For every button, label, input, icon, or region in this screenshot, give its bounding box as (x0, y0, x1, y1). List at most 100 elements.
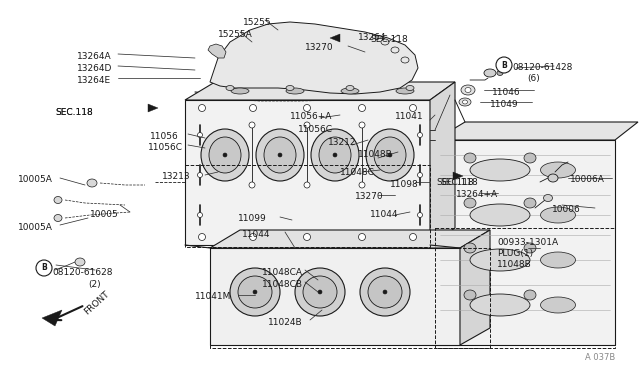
Polygon shape (430, 82, 455, 245)
Ellipse shape (417, 173, 422, 177)
Text: A 037B: A 037B (585, 353, 615, 362)
Text: 10005: 10005 (90, 210, 119, 219)
Text: B: B (501, 61, 507, 70)
Polygon shape (210, 230, 490, 248)
Polygon shape (435, 122, 638, 140)
Ellipse shape (524, 243, 536, 253)
Polygon shape (435, 140, 615, 345)
Ellipse shape (524, 198, 536, 208)
Ellipse shape (250, 234, 257, 241)
Ellipse shape (341, 88, 359, 94)
Ellipse shape (303, 105, 310, 112)
Ellipse shape (75, 258, 85, 266)
Text: 13270: 13270 (305, 43, 333, 52)
Ellipse shape (198, 212, 202, 218)
Ellipse shape (417, 212, 422, 218)
Text: 13212: 13212 (328, 138, 356, 147)
Ellipse shape (360, 268, 410, 316)
Ellipse shape (463, 100, 467, 104)
Text: SEC.118: SEC.118 (436, 178, 474, 187)
Ellipse shape (461, 85, 475, 95)
Text: 11056: 11056 (150, 132, 179, 141)
Ellipse shape (464, 198, 476, 208)
Text: 13264A: 13264A (77, 52, 111, 61)
Text: 11048CA: 11048CA (262, 268, 303, 277)
Ellipse shape (524, 153, 536, 163)
Ellipse shape (388, 153, 392, 157)
Ellipse shape (303, 234, 310, 241)
Ellipse shape (396, 88, 414, 94)
Ellipse shape (230, 268, 280, 316)
Text: 11099: 11099 (238, 214, 267, 223)
Ellipse shape (238, 276, 272, 308)
Ellipse shape (278, 153, 282, 157)
Ellipse shape (87, 179, 97, 187)
Ellipse shape (465, 87, 471, 93)
Text: 11048C: 11048C (340, 168, 375, 177)
Ellipse shape (417, 132, 422, 138)
Polygon shape (330, 34, 340, 42)
Ellipse shape (484, 69, 496, 77)
Ellipse shape (198, 234, 205, 241)
Text: FRONT: FRONT (82, 289, 111, 317)
Text: 10006A: 10006A (570, 175, 605, 184)
Ellipse shape (366, 129, 414, 181)
Ellipse shape (541, 297, 575, 313)
Text: 11048CB: 11048CB (262, 280, 303, 289)
Ellipse shape (470, 159, 530, 181)
Ellipse shape (54, 215, 62, 221)
Ellipse shape (410, 234, 417, 241)
Bar (435, 228, 615, 348)
Ellipse shape (201, 129, 249, 181)
Text: 13213: 13213 (162, 172, 191, 181)
Ellipse shape (464, 153, 476, 163)
Ellipse shape (198, 105, 205, 112)
Ellipse shape (250, 105, 257, 112)
Ellipse shape (359, 122, 365, 128)
Ellipse shape (548, 174, 558, 182)
Text: 10006: 10006 (552, 205, 580, 214)
Text: 11056C: 11056C (148, 143, 183, 152)
Ellipse shape (231, 88, 249, 94)
Text: SEC.118: SEC.118 (55, 108, 93, 117)
Text: 11048B: 11048B (497, 260, 532, 269)
Ellipse shape (286, 86, 294, 90)
Text: 15255: 15255 (243, 18, 271, 27)
Ellipse shape (368, 276, 402, 308)
Text: (2): (2) (88, 280, 100, 289)
Text: 13264: 13264 (358, 33, 387, 42)
Ellipse shape (311, 129, 359, 181)
Ellipse shape (464, 243, 476, 253)
Ellipse shape (303, 276, 337, 308)
Text: 10005A: 10005A (18, 223, 53, 232)
Polygon shape (148, 104, 158, 112)
Polygon shape (210, 22, 418, 94)
Ellipse shape (470, 249, 530, 271)
Polygon shape (460, 230, 490, 345)
Ellipse shape (54, 196, 62, 203)
Text: 11048B: 11048B (358, 150, 393, 159)
Ellipse shape (470, 294, 530, 316)
Text: 11049: 11049 (490, 100, 518, 109)
Ellipse shape (249, 182, 255, 188)
Polygon shape (453, 172, 463, 180)
Text: 13264D: 13264D (77, 64, 113, 73)
Ellipse shape (359, 182, 365, 188)
Ellipse shape (333, 153, 337, 157)
Text: 08120-61628: 08120-61628 (52, 268, 113, 277)
Text: SEC.118: SEC.118 (55, 108, 93, 117)
Ellipse shape (541, 162, 575, 178)
Text: 11098: 11098 (390, 180, 419, 189)
Text: 15255A: 15255A (218, 30, 253, 39)
Text: 11056+A: 11056+A (290, 112, 332, 121)
Ellipse shape (541, 252, 575, 268)
Text: (6): (6) (527, 74, 540, 83)
Text: SEC.118: SEC.118 (440, 178, 477, 187)
Ellipse shape (374, 137, 406, 173)
Polygon shape (185, 100, 430, 245)
Text: 10005A: 10005A (18, 175, 53, 184)
Ellipse shape (318, 290, 322, 294)
Polygon shape (210, 248, 460, 345)
Text: 13270: 13270 (355, 192, 383, 201)
Ellipse shape (295, 268, 345, 316)
